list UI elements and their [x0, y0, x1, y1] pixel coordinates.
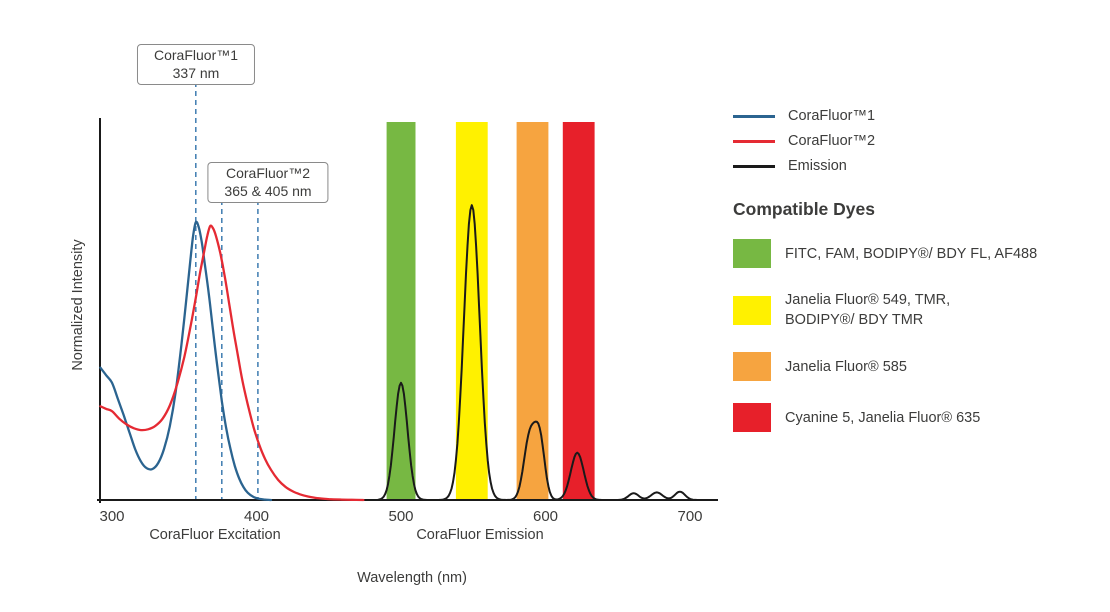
x-axis-label: Wavelength (nm) [357, 570, 467, 586]
legend-item-corafluor2: CoraFluor™2 [733, 133, 875, 149]
x-axis-sublabel-excitation: CoraFluor Excitation [149, 527, 281, 543]
compatible-dyes-panel: FITC, FAM, BODIPY®/ BDY FL, AF488 Janeli… [733, 239, 1037, 454]
x-tick-label: 300 [99, 508, 124, 525]
dye-swatch-yellow [733, 295, 771, 325]
callout-value: 337 nm [172, 64, 220, 81]
emission-curve [377, 204, 699, 501]
callout-corafluor1: CoraFluor™1 337 nm [136, 44, 256, 85]
dye-label-line: Janelia Fluor® 585 [785, 358, 907, 375]
dye-label-line: Cyanine 5, Janelia Fluor® 635 [785, 409, 981, 426]
excitation-curve-corafluor1 [99, 220, 273, 502]
dye-swatch-red [733, 403, 771, 432]
dye-swatch-orange [733, 352, 771, 381]
legend-item-emission: Emission [733, 158, 875, 174]
dye-label-line: Janelia Fluor® 549, TMR, [785, 292, 951, 308]
callout-corafluor2: CoraFluor™2 365 & 405 nm [207, 162, 329, 203]
callout-title: CoraFluor™2 [225, 165, 311, 181]
dye-item-orange: Janelia Fluor® 585 [733, 352, 1037, 381]
legend-line-swatch-corafluor2 [733, 139, 775, 143]
legend-label-corafluor2: CoraFluor™2 [788, 133, 876, 149]
compatible-dyes-heading: Compatible Dyes [733, 199, 875, 219]
dye-label-green: FITC, FAM, BODIPY®/ BDY FL, AF488 [785, 244, 1037, 264]
y-axis-label: Normalized Intensity [70, 239, 86, 371]
callout-title: CoraFluor™1 [153, 47, 239, 63]
x-tick-label: 600 [533, 508, 558, 525]
dye-label-red: Cyanine 5, Janelia Fluor® 635 [785, 408, 980, 428]
dye-item-yellow: Janelia Fluor® 549, TMR, BODIPY®/ BDY TM… [733, 290, 1037, 330]
legend-label-corafluor1: CoraFluor™1 [788, 108, 876, 124]
dye-item-red: Cyanine 5, Janelia Fluor® 635 [733, 403, 1037, 432]
dye-label-orange: Janelia Fluor® 585 [785, 357, 907, 377]
dye-item-green: FITC, FAM, BODIPY®/ BDY FL, AF488 [733, 239, 1037, 268]
legend-item-corafluor1: CoraFluor™1 [733, 108, 875, 124]
legend-label-emission: Emission [788, 158, 847, 174]
band-orange [516, 122, 549, 500]
x-axis-sublabel-emission: CoraFluor Emission [416, 527, 544, 543]
dye-swatch-green [733, 239, 771, 268]
x-tick-label: 700 [677, 508, 702, 525]
legend: CoraFluor™1 CoraFluor™2 Emission [733, 108, 875, 183]
excitation-curve-corafluor2 [99, 224, 365, 502]
callout-value: 365 & 405 nm [224, 182, 312, 199]
dye-label-line: BODIPY®/ BDY TMR [785, 312, 924, 328]
dye-label-line: FITC, FAM, BODIPY®/ BDY FL, AF488 [785, 245, 1038, 262]
legend-line-swatch-emission [733, 164, 775, 168]
band-yellow [455, 122, 488, 500]
dye-label-yellow: Janelia Fluor® 549, TMR, BODIPY®/ BDY TM… [785, 290, 950, 330]
x-tick-label: 400 [244, 508, 269, 525]
band-red [562, 122, 595, 500]
x-tick-label: 500 [388, 508, 413, 525]
legend-line-swatch-corafluor1 [733, 114, 775, 118]
band-green [386, 122, 416, 500]
